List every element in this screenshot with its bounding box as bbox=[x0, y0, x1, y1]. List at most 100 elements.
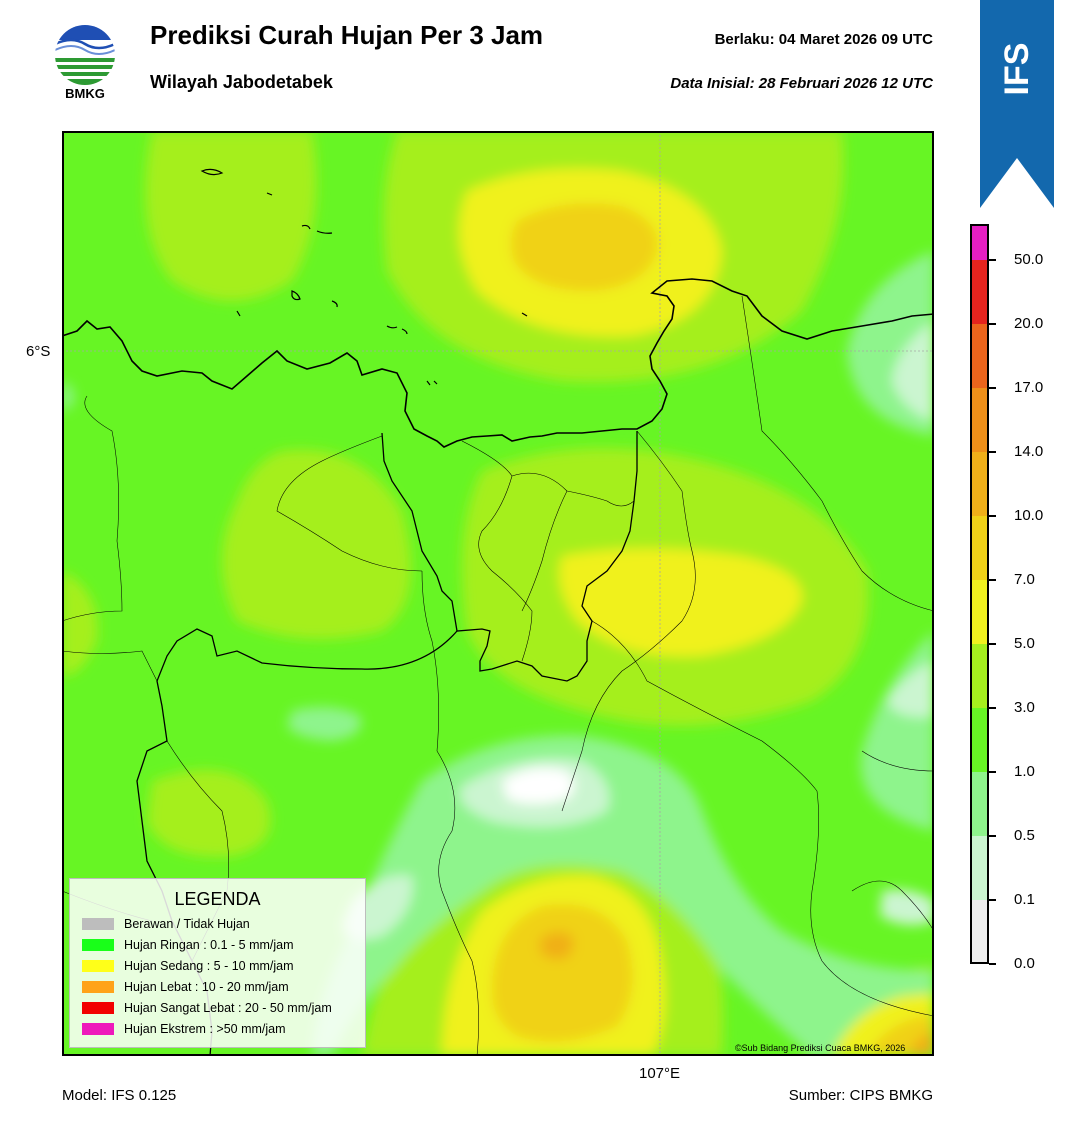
district-border bbox=[591, 620, 818, 792]
colorbar-tick bbox=[989, 963, 996, 965]
legend-item: Hujan Sangat Lebat : 20 - 50 mm/jam bbox=[82, 1000, 332, 1016]
model-label: Model: IFS 0.125 bbox=[62, 1087, 177, 1104]
colorbar-segment bbox=[970, 324, 989, 388]
legend-label: Hujan Lebat : 10 - 20 mm/jam bbox=[124, 980, 289, 994]
rain-zone-faint-right bbox=[880, 889, 934, 925]
colorbar-segment bbox=[970, 772, 989, 836]
coastline bbox=[62, 278, 934, 448]
colorbar-tick bbox=[989, 515, 996, 517]
colorbar-segment bbox=[970, 900, 989, 964]
rainfall-map bbox=[62, 131, 934, 1056]
lat-tick-label: 6°S bbox=[26, 343, 51, 360]
page-subtitle: Wilayah Jabodetabek bbox=[150, 72, 333, 92]
colorbar-tick-label: 5.0 bbox=[1014, 635, 1035, 652]
colorbar-tick-label: 0.1 bbox=[1014, 891, 1035, 908]
legend-label: Berawan / Tidak Hujan bbox=[124, 917, 250, 931]
legend-swatch bbox=[82, 918, 114, 930]
initial-time: Data Inisial: 28 Februari 2026 12 UTC bbox=[670, 75, 933, 92]
island bbox=[386, 325, 398, 329]
rain-zone-pale-patch bbox=[287, 707, 362, 741]
colorbar-tick bbox=[989, 643, 996, 645]
colorbar-segment bbox=[970, 388, 989, 452]
legend-label: Hujan Sedang : 5 - 10 mm/jam bbox=[124, 959, 294, 973]
colorbar-tick-label: 20.0 bbox=[1014, 315, 1044, 332]
island bbox=[426, 380, 431, 386]
valid-time: Berlaku: 04 Maret 2026 09 UTC bbox=[714, 31, 933, 48]
colorbar-tick bbox=[989, 259, 996, 261]
legend-swatch bbox=[82, 1002, 114, 1014]
rain-zone-orange-south bbox=[540, 931, 574, 960]
island bbox=[236, 310, 241, 317]
legend-swatch bbox=[82, 960, 114, 972]
legend-label: Hujan Ekstrem : >50 mm/jam bbox=[124, 1022, 286, 1036]
copyright-text: ©Sub Bidang Prediksi Cuaca BMKG, 2026 bbox=[735, 1043, 906, 1053]
logo-text: BMKG bbox=[65, 86, 105, 101]
colorbar-segment bbox=[970, 580, 989, 644]
colorbar-tick bbox=[989, 899, 996, 901]
legend-label: Hujan Sangat Lebat : 20 - 50 mm/jam bbox=[124, 1001, 332, 1015]
colorbar-segment bbox=[970, 452, 989, 516]
colorbar-tick bbox=[989, 451, 996, 453]
colorbar-tick bbox=[989, 323, 996, 325]
district-border bbox=[436, 750, 479, 1056]
district-border bbox=[276, 435, 423, 572]
colorbar-segment bbox=[970, 708, 989, 772]
colorbar-segment bbox=[970, 260, 989, 324]
district-border bbox=[810, 790, 934, 1017]
colorbar-tick-label: 10.0 bbox=[1014, 507, 1044, 524]
district-border bbox=[851, 880, 934, 932]
lon-tick-label: 107°E bbox=[639, 1065, 681, 1082]
rain-zone-dry bbox=[502, 767, 575, 804]
page-title: Prediksi Curah Hujan Per 3 Jam bbox=[150, 20, 544, 50]
legend-item: Hujan Ekstrem : >50 mm/jam bbox=[82, 1021, 286, 1037]
island bbox=[521, 312, 528, 317]
province-border-south bbox=[136, 628, 458, 1056]
district-border bbox=[478, 475, 533, 662]
colorbar bbox=[970, 224, 989, 964]
rain-zone-southwest bbox=[147, 769, 271, 857]
legend-swatch bbox=[82, 939, 114, 951]
province-border bbox=[381, 431, 638, 682]
district-border bbox=[561, 670, 623, 812]
rain-zone-pale-left bbox=[62, 381, 74, 411]
colorbar-segment bbox=[970, 836, 989, 900]
rain-zone-faint-southeast bbox=[887, 661, 934, 717]
island bbox=[200, 168, 224, 176]
colorbar-segment bbox=[970, 516, 989, 580]
colorbar-tick-label: 17.0 bbox=[1014, 379, 1044, 396]
ifs-tab-label: IFS bbox=[998, 43, 1036, 96]
rain-zone-gold-south bbox=[492, 904, 633, 1042]
rain-zone-west bbox=[222, 449, 411, 639]
colorbar-tick bbox=[989, 835, 996, 837]
rain-zone-gold-north bbox=[511, 203, 658, 291]
district-border bbox=[62, 650, 158, 682]
colorbar-tick-label: 0.0 bbox=[1014, 955, 1035, 972]
ifs-text: IFS bbox=[998, 43, 1036, 96]
colorbar-tick-label: 0.5 bbox=[1014, 827, 1035, 844]
colorbar-tick bbox=[989, 387, 996, 389]
rain-zone-faint-east bbox=[892, 321, 934, 421]
colorbar-tick-label: 7.0 bbox=[1014, 571, 1035, 588]
island bbox=[316, 230, 333, 234]
ifs-ribbon-icon bbox=[980, 0, 1054, 208]
district-border bbox=[861, 750, 934, 772]
legend-label: Hujan Ringan : 0.1 - 5 mm/jam bbox=[124, 938, 294, 952]
legend-item: Hujan Lebat : 10 - 20 mm/jam bbox=[82, 979, 289, 995]
colorbar-tick-label: 14.0 bbox=[1014, 443, 1044, 460]
district-border bbox=[62, 395, 123, 622]
rain-zone-yellow-central bbox=[559, 548, 803, 657]
island bbox=[291, 290, 301, 301]
island bbox=[433, 380, 438, 385]
colorbar-tick-label: 50.0 bbox=[1014, 251, 1044, 268]
legend-box: LEGENDA Berawan / Tidak Hujan Hujan Ring… bbox=[69, 878, 366, 1048]
colorbar-tick-label: 1.0 bbox=[1014, 763, 1035, 780]
island bbox=[401, 328, 408, 335]
legend-swatch bbox=[82, 981, 114, 993]
colorbar-tick bbox=[989, 771, 996, 773]
legend-item: Hujan Sedang : 5 - 10 mm/jam bbox=[82, 958, 294, 974]
colorbar-tick-label: 3.0 bbox=[1014, 699, 1035, 716]
colorbar-segment bbox=[970, 644, 989, 708]
source-label: Sumber: CIPS BMKG bbox=[788, 1087, 933, 1104]
legend-title: LEGENDA bbox=[174, 889, 261, 909]
rain-zone-light-green bbox=[145, 131, 317, 301]
